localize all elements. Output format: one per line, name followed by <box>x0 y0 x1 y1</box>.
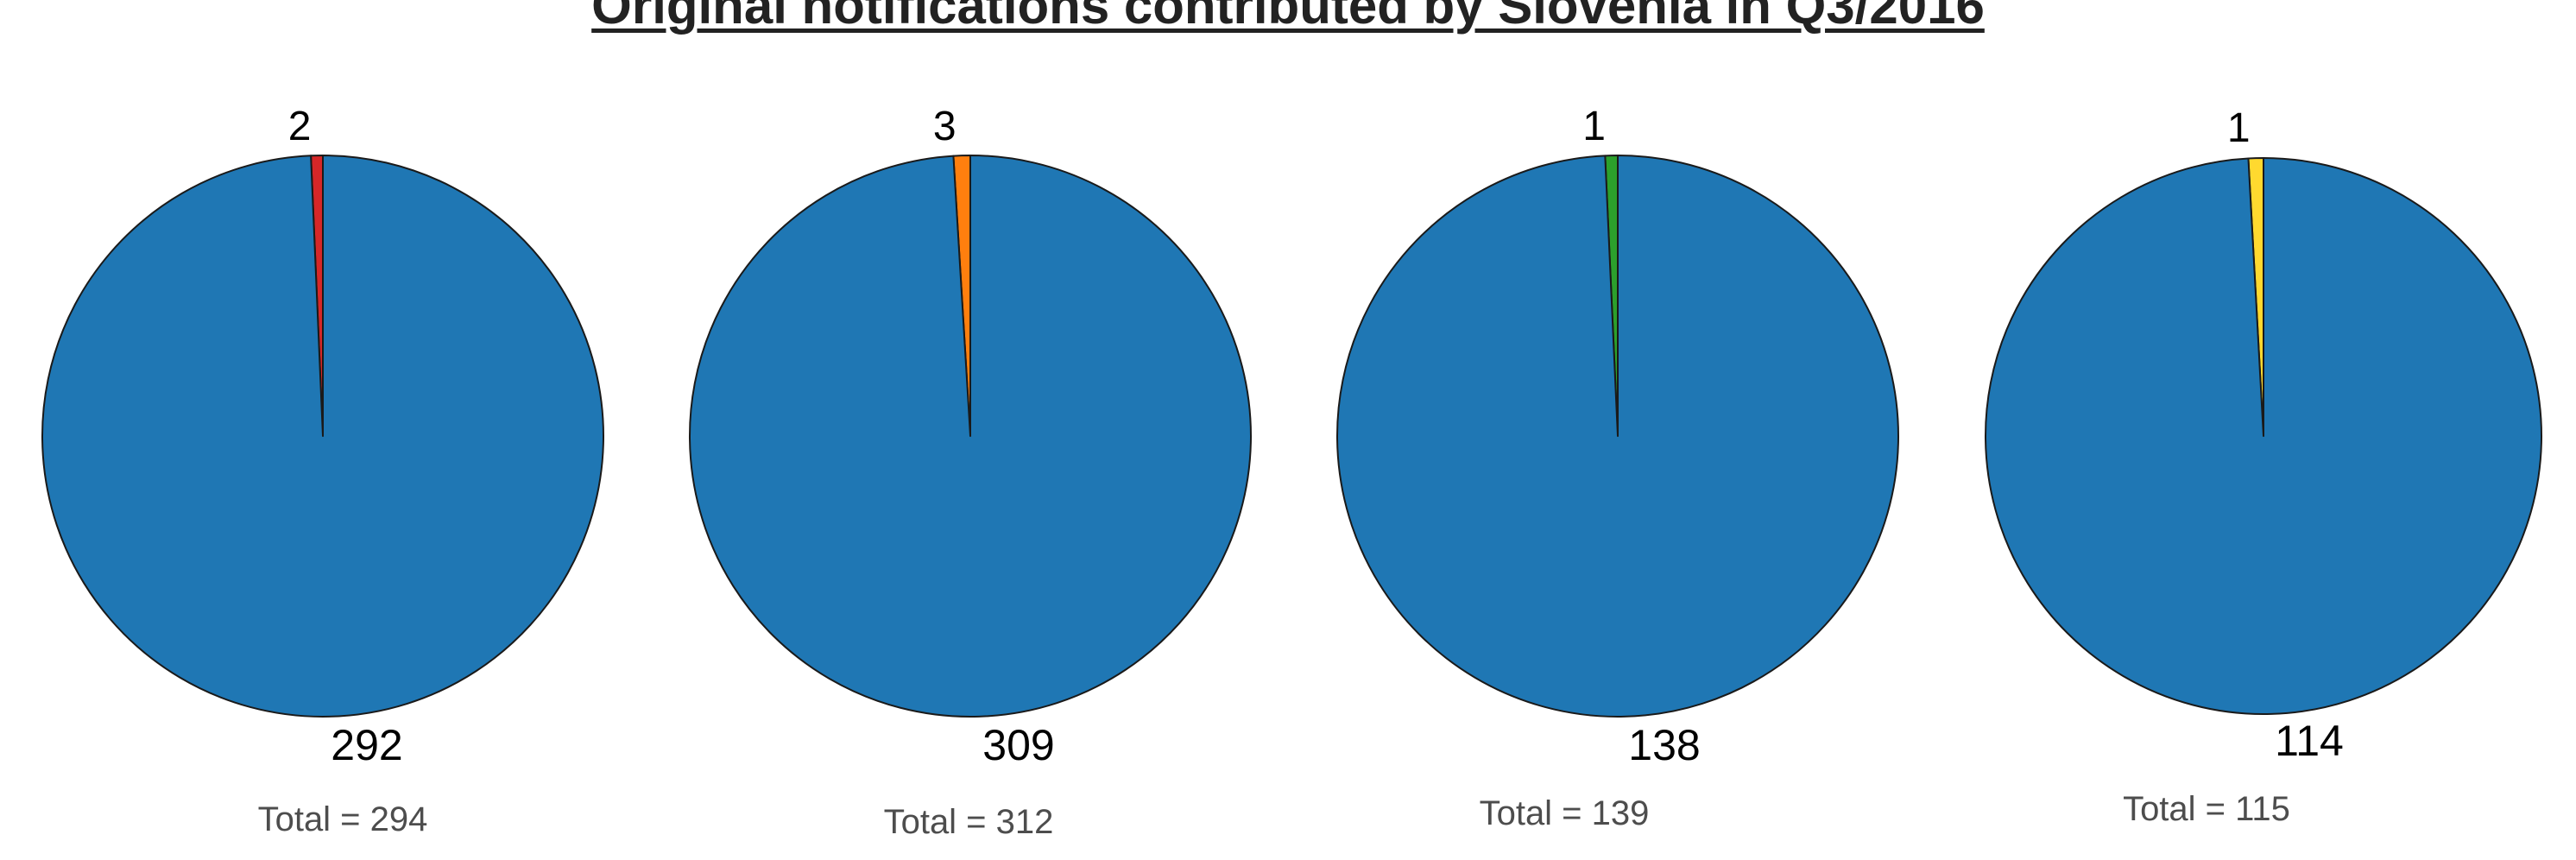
pie-2-total-label: Total = 312 <box>884 803 1054 841</box>
pie-chart-4: 1 114 Total = 115 <box>1985 105 2542 828</box>
pie-3-large-slice-label: 138 <box>1628 721 1700 769</box>
chart-title: Original notifications contributed by Sl… <box>591 0 1985 35</box>
pie-2-small-slice-label: 3 <box>933 104 957 149</box>
pie-1-slice-2 <box>41 155 604 718</box>
pie-1-large-slice-label: 292 <box>331 721 402 769</box>
pie-chart-2: 3 309 Total = 312 <box>689 104 1253 841</box>
pie-1-small-slice-label: 2 <box>288 104 312 149</box>
pie-chart-3: 1 138 Total = 139 <box>1335 104 1899 832</box>
pie-3-total-label: Total = 139 <box>1480 794 1650 832</box>
pie-4-slice-2 <box>1985 157 2542 715</box>
pie-1-total-label: Total = 294 <box>258 800 428 838</box>
pie-2-large-slice-label: 309 <box>982 721 1054 769</box>
pie-4-total-label: Total = 115 <box>2123 790 2290 828</box>
pie-chart-1: 2 292 Total = 294 <box>41 104 604 838</box>
pie-3-slice-2 <box>1335 155 1899 718</box>
pie-4-large-slice-label: 114 <box>2275 717 2344 765</box>
pie-2-slice-2 <box>689 155 1253 718</box>
pie-3-small-slice-label: 1 <box>1582 104 1606 149</box>
pie-4-small-slice-label: 1 <box>2227 105 2251 151</box>
